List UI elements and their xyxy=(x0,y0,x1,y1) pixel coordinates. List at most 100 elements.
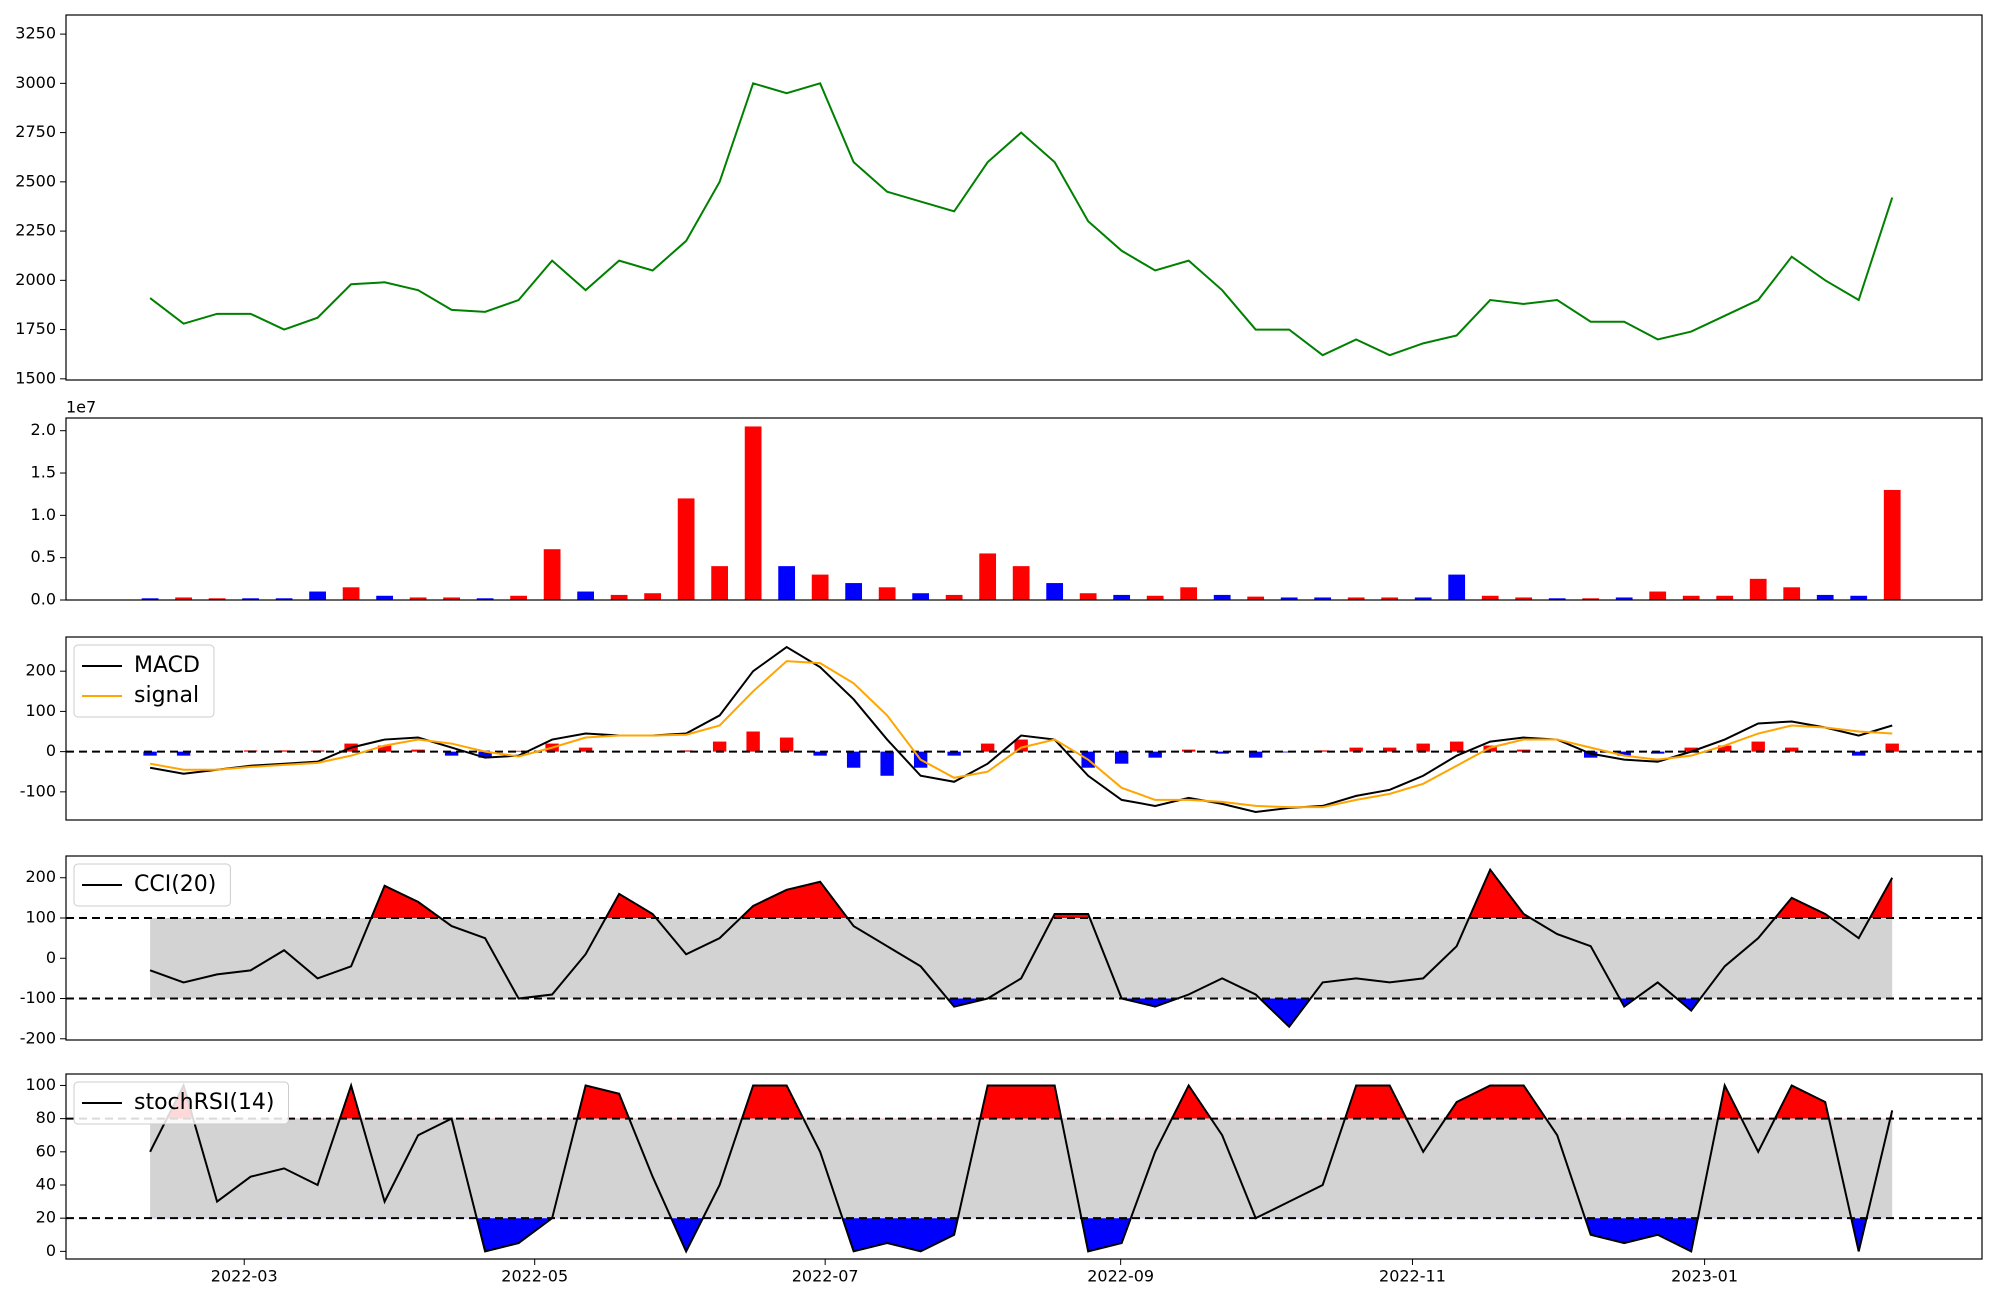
panel: -200 -100 0 100 200 CCI(20) xyxy=(20,855,1983,1047)
bar xyxy=(1783,587,1801,600)
histogram-bar xyxy=(1248,751,1263,758)
bar xyxy=(1850,595,1868,600)
bar xyxy=(342,587,360,600)
y-tick-label: 1750 xyxy=(15,319,56,338)
histogram-bar xyxy=(1215,751,1229,754)
x-tick-label: 2022-03 xyxy=(211,1267,278,1286)
legend: CCI(20) xyxy=(73,863,231,907)
bar xyxy=(208,598,226,600)
legend: MACD signal xyxy=(73,644,215,718)
y-tick-label: 100 xyxy=(25,908,56,927)
bar xyxy=(1515,597,1533,600)
y-tick-label: 1.5 xyxy=(31,463,56,482)
y-tick-label: 2750 xyxy=(15,122,56,141)
histogram-bar xyxy=(1315,750,1330,752)
bar xyxy=(1883,489,1901,600)
y-tick-label: 2250 xyxy=(15,221,56,240)
bar xyxy=(1716,595,1734,600)
bar xyxy=(543,549,561,600)
legend-box xyxy=(73,863,231,907)
band xyxy=(150,918,1893,999)
bar xyxy=(409,597,427,600)
histogram-bar xyxy=(1852,751,1866,756)
histogram-bar xyxy=(1148,751,1162,758)
bar xyxy=(677,498,695,600)
line xyxy=(149,645,1893,813)
y-tick-label: 40 xyxy=(36,1175,56,1194)
bar xyxy=(275,598,293,600)
bar xyxy=(1414,597,1432,600)
bar xyxy=(778,566,796,600)
histogram-bar xyxy=(1785,747,1799,752)
histogram-bar xyxy=(1516,749,1531,752)
histogram-bar xyxy=(779,737,794,752)
bar xyxy=(1582,598,1600,600)
y-tick-label: 200 xyxy=(25,661,56,680)
axis-offset: 1e7 xyxy=(66,398,96,417)
histogram-bar xyxy=(1718,745,1732,752)
histogram-bar xyxy=(277,750,291,752)
legend: stochRSI(14) xyxy=(73,1081,289,1125)
axes-frame xyxy=(65,636,1983,821)
histogram-bar xyxy=(578,747,593,752)
histogram-bar xyxy=(1449,741,1464,752)
y-tick-label: 0 xyxy=(46,1241,56,1260)
axes-frame xyxy=(65,855,1983,1041)
bar xyxy=(1816,594,1834,600)
bar xyxy=(1046,583,1064,600)
y-tick-label: 2.0 xyxy=(31,420,56,439)
histogram-bar xyxy=(746,731,760,752)
histogram-bar xyxy=(377,745,392,752)
legend-label: CCI(20) xyxy=(134,872,216,897)
line xyxy=(149,1082,1894,1254)
legend-label: stochRSI(14) xyxy=(134,1090,275,1115)
legend-box xyxy=(73,1081,289,1125)
histogram-bar xyxy=(1617,751,1631,756)
y-tick-label: 3000 xyxy=(15,73,56,92)
histogram-bar xyxy=(947,751,961,756)
histogram-bar xyxy=(1349,747,1363,752)
panel: 0 20 40 60 80 100 stochRSI(14) 2022-03 2022-05 20… xyxy=(25,1073,1983,1286)
histogram-bar xyxy=(1684,747,1698,752)
bar xyxy=(1347,597,1365,600)
bar xyxy=(845,583,863,600)
bar xyxy=(1314,597,1332,600)
bar xyxy=(644,593,662,600)
band xyxy=(150,1118,1893,1219)
y-tick-label: -100 xyxy=(20,988,56,1007)
y-tick-label: 100 xyxy=(25,1075,56,1094)
x-tick-label: 2022-11 xyxy=(1379,1267,1446,1286)
axes-frame xyxy=(65,1073,1983,1260)
bar xyxy=(577,591,594,600)
y-tick-label: -200 xyxy=(20,1028,56,1047)
x-tick-label: 2022-07 xyxy=(792,1267,859,1286)
bar xyxy=(510,595,527,600)
bar xyxy=(443,597,460,600)
bar xyxy=(1280,597,1298,600)
legend-label: MACD xyxy=(134,653,200,678)
bar xyxy=(1381,597,1399,600)
histogram-bar xyxy=(813,751,827,756)
x-tick-label: 2022-09 xyxy=(1087,1267,1154,1286)
histogram-bar xyxy=(1014,739,1028,752)
bar xyxy=(979,553,997,600)
bar xyxy=(1481,595,1499,600)
panel: 1500 1750 2000 2250 2500 2750 3000 3250 xyxy=(15,14,1983,387)
bar xyxy=(1113,594,1131,600)
y-tick-label: 200 xyxy=(25,867,56,886)
bar xyxy=(1247,596,1265,600)
bar xyxy=(1180,587,1198,600)
bar xyxy=(1079,593,1097,600)
histogram-bar xyxy=(846,751,861,768)
y-tick-label: 60 xyxy=(36,1141,56,1160)
histogram-bar xyxy=(1181,749,1196,752)
y-tick-label: 0.0 xyxy=(31,590,56,609)
bar xyxy=(476,598,494,600)
x-tick-label: 2022-05 xyxy=(501,1267,568,1286)
histogram-bar xyxy=(176,751,191,756)
bar xyxy=(811,574,829,600)
y-tick-label: 1500 xyxy=(15,368,56,387)
histogram-bar xyxy=(679,750,693,752)
bar xyxy=(1213,594,1231,600)
y-tick-label: 1.0 xyxy=(31,505,56,524)
